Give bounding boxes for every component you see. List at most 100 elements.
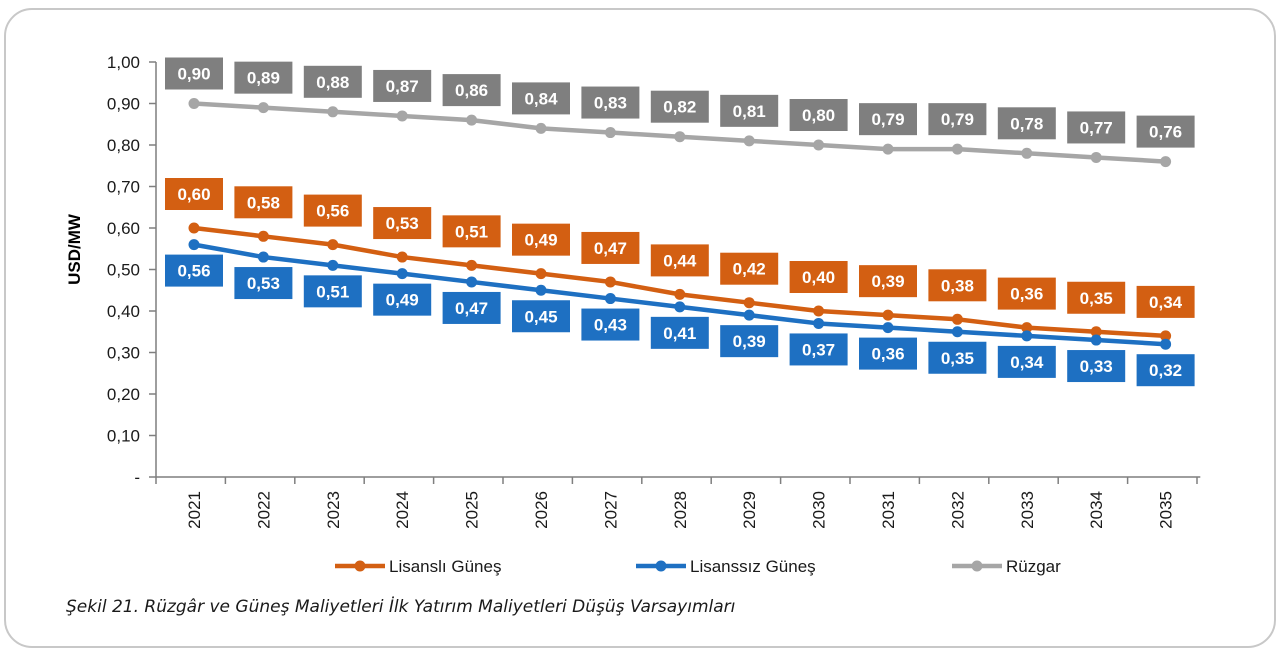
data-label-box [442,291,501,324]
data-label: 0,76 [1149,123,1182,142]
data-label: 0,82 [663,98,696,117]
data-point [1160,338,1172,350]
data-label-box [512,223,570,256]
y-tick-label: 0,60 [107,219,140,238]
data-label-box [1067,281,1126,314]
data-label-box [928,103,987,136]
x-tick-label: 2035 [1157,491,1176,529]
data-point [1021,147,1033,159]
data-label-box [442,215,501,248]
data-label-box [165,254,223,287]
data-label: 0,47 [594,239,627,258]
x-tick-label: 2030 [810,491,829,529]
data-label-box [581,86,640,119]
data-label-box [373,207,432,240]
data-label: 0,33 [1080,357,1113,376]
data-label: 0,79 [871,110,904,129]
data-label-box [442,74,501,107]
data-label-box [303,65,362,98]
data-point [882,322,894,334]
data-label: 0,80 [802,106,835,125]
data-label-box [165,57,223,90]
data-label: 0,43 [594,316,627,335]
legend-label-0: Lisanslı Güneş [389,557,501,576]
data-label: 0,51 [316,282,349,301]
data-point [188,222,200,234]
data-point [951,313,963,325]
data-point [1160,156,1172,168]
data-label-box [859,337,917,370]
data-label: 0,37 [802,340,835,359]
data-point [466,259,478,271]
data-label-box [234,267,293,300]
data-label-box [373,283,432,316]
data-label-box [512,300,570,333]
data-label: 0,44 [663,251,697,270]
y-tick-label: 0,90 [107,95,140,114]
y-tick-label: 0,70 [107,178,140,197]
data-label: 0,58 [247,193,280,212]
data-point [674,131,686,143]
data-label-box [234,186,293,219]
data-label: 0,36 [871,345,904,364]
figure-caption: Şekil 21. Rüzgâr ve Güneş Maliyetleri İl… [66,597,736,617]
data-label: 0,86 [455,81,488,100]
data-label-box [1136,354,1195,387]
y-tick-label: 0,10 [107,427,140,446]
data-label-box [997,277,1056,310]
data-point [327,259,339,271]
data-point [674,301,686,313]
data-point [535,122,547,134]
data-label: 0,40 [802,268,835,287]
x-tick-label: 2027 [601,491,620,529]
data-label: 0,38 [941,276,974,295]
data-label: 0,83 [594,94,627,113]
x-tick-label: 2032 [948,491,967,529]
data-point [743,309,755,321]
data-label-box [1136,285,1195,318]
legend-label-2: Rüzgar [1006,557,1061,576]
data-label-box [789,99,848,131]
y-tick-label: 0,40 [107,302,140,321]
x-tick-label: 2034 [1087,491,1106,529]
data-label-box [997,345,1056,378]
data-point [535,284,547,296]
x-tick-label: 2021 [185,491,204,529]
legend-marker-0 [354,560,366,572]
data-label: 0,32 [1149,361,1182,380]
data-label: 0,89 [247,69,280,88]
data-point [1021,330,1033,342]
data-label: 0,45 [524,307,557,326]
data-label: 0,39 [871,272,904,291]
y-tick-label: 0,80 [107,136,140,155]
data-label: 0,60 [177,185,210,204]
x-tick-label: 2031 [879,491,898,529]
data-point [813,305,825,317]
y-tick-label: - [134,468,140,487]
data-label-box [1136,115,1195,148]
data-label-box [234,61,293,94]
data-label-box [373,69,432,102]
data-label-box [1067,111,1126,144]
data-label: 0,78 [1010,114,1043,133]
data-point [813,317,825,329]
data-point [882,143,894,155]
data-label: 0,35 [941,349,974,368]
data-point [604,293,616,305]
y-tick-label: 0,30 [107,344,140,363]
x-tick-label: 2024 [393,491,412,529]
data-label: 0,42 [733,260,766,279]
data-label: 0,53 [247,274,280,293]
data-point [327,239,339,251]
data-label: 0,79 [941,110,974,129]
data-label-box [303,194,362,227]
data-label-box [581,231,640,264]
data-point [604,127,616,139]
data-point [951,143,963,155]
data-label: 0,88 [316,73,349,92]
data-label-box [303,275,362,308]
data-point [396,110,408,122]
data-label: 0,49 [386,291,419,310]
data-label-box [928,341,987,374]
legend-label-1: Lisanssız Güneş [690,557,816,576]
